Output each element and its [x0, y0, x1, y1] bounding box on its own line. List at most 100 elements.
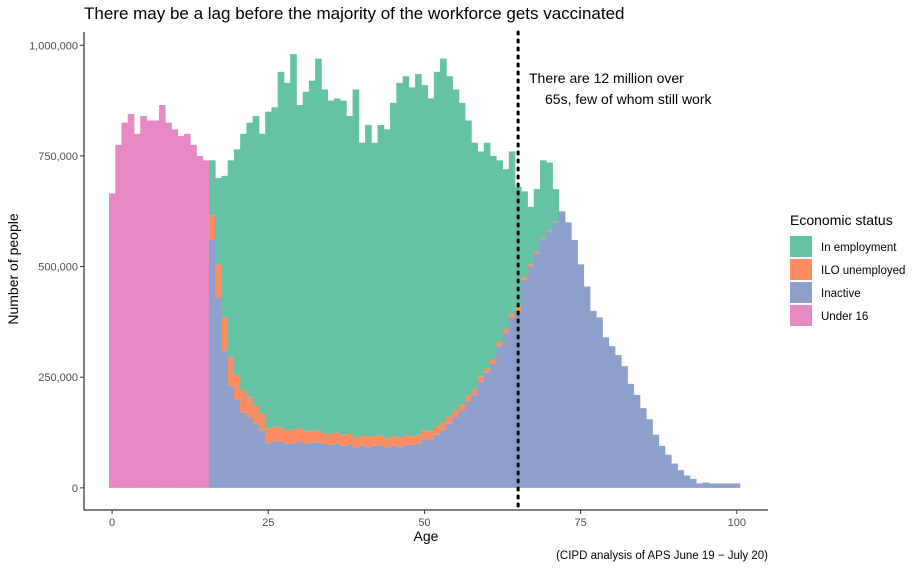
bar-age-35-in-employment: [327, 100, 335, 434]
bar-age-60-in-employment: [483, 142, 491, 369]
bar-age-48-ilo-unemployed: [408, 436, 416, 445]
bar-age-45-in-employment: [390, 102, 397, 437]
bar-age-67-ilo-unemployed: [527, 264, 535, 267]
legend-label-ilo-unemployed: ILO unemployed: [821, 265, 905, 277]
bar-age-5-under-16: [140, 116, 147, 488]
bar-age-49-in-employment: [415, 74, 422, 435]
bar-age-45-inactive: [390, 445, 397, 488]
bar-age-22-in-employment: [246, 122, 254, 398]
bar-age-49-ilo-unemployed: [415, 434, 422, 444]
bar-age-74-inactive: [571, 240, 578, 488]
bar-age-1-under-16: [115, 144, 122, 488]
bar-age-66-inactive: [521, 279, 528, 488]
bar-age-57-in-employment: [465, 120, 472, 396]
bar-age-70-in-employment: [546, 162, 553, 231]
bar-age-28-inactive: [283, 443, 291, 488]
bar-age-24-in-employment: [258, 133, 266, 414]
bar-age-55-inactive: [452, 417, 460, 488]
bar-age-40-in-employment: [358, 142, 366, 437]
bar-age-84-inactive: [633, 394, 641, 488]
annotation-layer: There are 12 million over 65s, few of who…: [529, 70, 712, 107]
bar-age-21-ilo-unemployed: [240, 390, 247, 413]
bar-age-68-ilo-unemployed: [533, 251, 541, 254]
bar-age-89-inactive: [664, 454, 672, 488]
bar-age-52-inactive: [433, 434, 441, 488]
bar-age-86-inactive: [646, 419, 653, 488]
bar-age-67-in-employment: [527, 206, 535, 265]
bar-age-33-in-employment: [315, 58, 322, 431]
bar-age-91-inactive: [677, 470, 685, 488]
bar-age-68-in-employment: [533, 189, 541, 252]
bar-age-10-under-16: [171, 129, 179, 488]
bar-age-56-ilo-unemployed: [458, 404, 466, 411]
legend-swatch-under-16: [790, 305, 812, 326]
bar-age-83-inactive: [627, 383, 635, 488]
bar-age-97-inactive: [714, 483, 722, 488]
bar-age-38-inactive: [346, 444, 354, 488]
bar-age-35-ilo-unemployed: [327, 433, 335, 445]
bar-age-38-ilo-unemployed: [346, 433, 354, 445]
bar-age-12-under-16: [183, 133, 191, 488]
bar-age-52-ilo-unemployed: [433, 426, 441, 435]
bar-age-18-ilo-unemployed: [221, 317, 229, 351]
bar-age-47-inactive: [402, 445, 410, 488]
bar-age-65-ilo-unemployed: [515, 307, 522, 311]
bar-age-99-inactive: [727, 483, 735, 488]
bar-age-41-in-employment: [365, 124, 372, 437]
bar-age-41-inactive: [365, 447, 372, 488]
bar-age-46-inactive: [396, 447, 403, 488]
bar-age-32-inactive: [308, 442, 316, 488]
legend-title: Economic status: [790, 212, 893, 228]
bar-age-92-inactive: [683, 475, 691, 488]
bar-age-87-inactive: [652, 434, 660, 488]
bar-age-49-inactive: [415, 443, 422, 488]
bar-age-31-ilo-unemployed: [302, 431, 310, 444]
bar-age-3-under-16: [127, 113, 135, 488]
x-axis-title: Age: [414, 528, 439, 544]
bar-age-20-inactive: [233, 399, 241, 488]
bar-age-18-inactive: [221, 350, 229, 488]
bars-layer: [108, 54, 741, 488]
bar-age-26-in-employment: [271, 107, 279, 427]
bar-age-30-inactive: [296, 441, 304, 488]
y-tick-label: 750,000: [38, 151, 78, 163]
bar-age-40-inactive: [358, 445, 366, 488]
bar-age-58-in-employment: [471, 142, 478, 390]
bar-age-63-inactive: [502, 332, 510, 488]
bar-age-0-under-16: [108, 193, 116, 488]
y-tick-label: 500,000: [38, 262, 78, 274]
bar-age-33-inactive: [315, 442, 322, 488]
bar-age-81-inactive: [614, 355, 622, 488]
bar-age-29-inactive: [290, 443, 297, 488]
bar-age-41-ilo-unemployed: [365, 436, 372, 448]
bar-age-56-in-employment: [458, 102, 466, 405]
bar-age-27-in-employment: [277, 71, 285, 428]
bar-age-62-in-employment: [496, 160, 503, 343]
bar-age-40-ilo-unemployed: [358, 436, 366, 446]
bar-age-29-in-employment: [290, 54, 297, 430]
bar-age-16-inactive: [208, 240, 216, 488]
bar-age-19-in-employment: [227, 160, 235, 358]
bar-age-36-in-employment: [333, 98, 341, 433]
bar-age-57-inactive: [465, 401, 472, 488]
bar-age-20-ilo-unemployed: [233, 375, 241, 400]
bar-age-80-inactive: [608, 346, 616, 488]
bar-age-43-ilo-unemployed: [377, 435, 385, 446]
bar-age-59-in-employment: [477, 151, 485, 377]
bar-age-24-ilo-unemployed: [258, 413, 266, 431]
bar-age-31-in-employment: [302, 91, 310, 432]
bar-age-39-ilo-unemployed: [352, 437, 360, 449]
bar-age-79-inactive: [602, 337, 610, 488]
bar-age-69-ilo-unemployed: [540, 238, 547, 241]
bar-age-90-inactive: [671, 463, 678, 488]
bar-age-51-inactive: [427, 440, 435, 488]
y-tick-label: 0: [72, 483, 78, 495]
bar-age-33-ilo-unemployed: [315, 430, 322, 443]
bar-age-42-inactive: [371, 445, 378, 488]
bar-age-82-inactive: [621, 366, 628, 488]
bar-age-34-in-employment: [321, 89, 329, 434]
bar-age-69-inactive: [540, 240, 547, 488]
chart-title: There may be a lag before the majority o…: [84, 4, 625, 23]
bar-age-64-in-employment: [508, 151, 516, 314]
bar-age-56-inactive: [458, 410, 466, 488]
